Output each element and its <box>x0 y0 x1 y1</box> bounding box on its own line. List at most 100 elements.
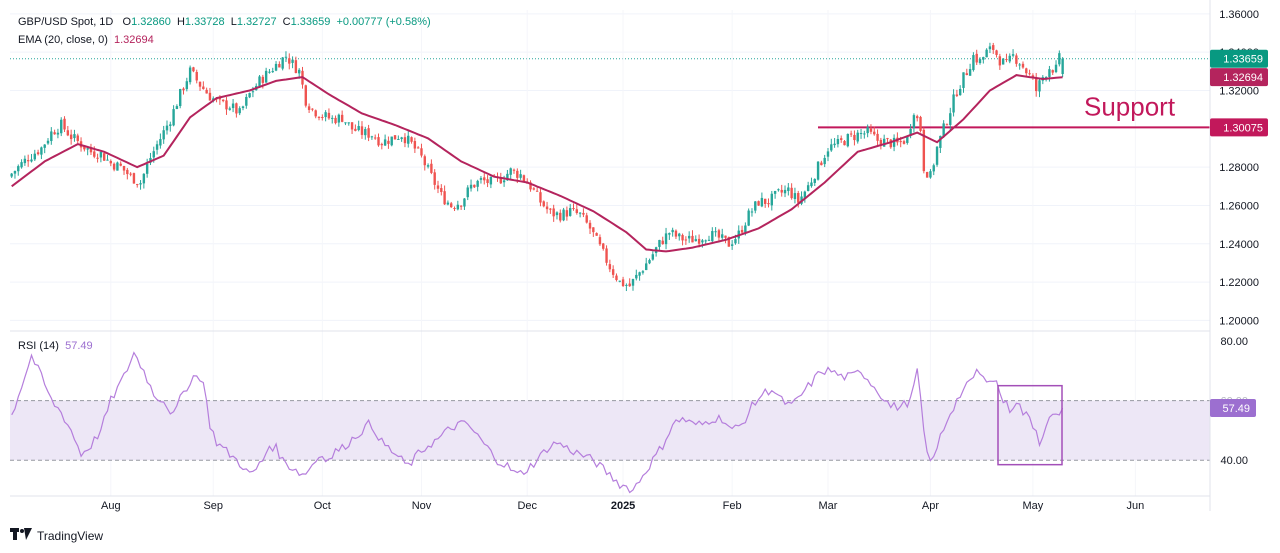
candle-body <box>853 134 856 141</box>
candle-body <box>949 113 952 125</box>
candle-body <box>274 63 278 71</box>
candle-body <box>611 269 615 275</box>
candle-body <box>433 172 436 185</box>
candle-body <box>555 212 559 216</box>
time-tick-label: Mar <box>819 500 838 512</box>
candle-body <box>806 185 810 192</box>
candle-body <box>26 160 30 162</box>
candle-body <box>565 210 569 217</box>
candle-body <box>145 163 149 174</box>
candle-body <box>568 208 572 216</box>
candle-body <box>354 128 357 131</box>
candle-body <box>159 139 162 146</box>
candle-body <box>1021 63 1025 68</box>
candle-body <box>364 129 367 136</box>
candle-body <box>430 163 433 173</box>
candle-body <box>750 211 754 213</box>
candle-body <box>476 180 479 187</box>
candle-body <box>902 141 906 144</box>
time-tick-label: Aug <box>101 500 121 512</box>
time-tick-label: Jun <box>1126 500 1144 512</box>
price-tick-label: 1.22000 <box>1219 277 1259 289</box>
candle-body <box>60 119 63 134</box>
candle-body <box>400 137 403 140</box>
candle-body <box>251 91 255 93</box>
candle-body <box>202 86 205 90</box>
symbol-label: GBP/USD Spot, 1D <box>18 16 114 28</box>
candle-body <box>724 235 727 238</box>
candle-body <box>132 173 136 184</box>
candle-body <box>469 184 473 189</box>
candle-body <box>641 271 645 273</box>
candle-body <box>1035 77 1038 92</box>
candle-body <box>532 188 536 190</box>
ema-label: EMA (20, close, 0) <box>18 34 108 46</box>
candle-body <box>281 57 284 69</box>
candle-body <box>416 147 420 149</box>
candle-body <box>773 190 777 194</box>
rsi-label: RSI (14) <box>18 340 59 352</box>
support-price-tag: 1.30075 <box>1223 122 1263 134</box>
candle-body <box>1008 55 1011 62</box>
candle-body <box>291 59 294 63</box>
candle-series <box>10 42 1064 292</box>
candle-body <box>661 240 664 245</box>
time-tick-label: Oct <box>314 500 331 512</box>
candle-body <box>489 176 493 185</box>
candle-body <box>840 138 843 140</box>
candle-body <box>69 134 73 140</box>
high-label: H <box>176 16 185 28</box>
candle-body <box>486 179 489 184</box>
candle-body <box>516 170 519 178</box>
support-annotation: Support <box>1084 91 1176 121</box>
candle-body <box>208 92 212 101</box>
candle-body <box>727 237 731 247</box>
candle-body <box>360 126 364 135</box>
candle-body <box>968 69 972 76</box>
candle-body <box>889 139 892 148</box>
candle-body <box>846 134 850 147</box>
candle-body <box>628 283 631 287</box>
candle-body <box>126 169 129 175</box>
candle-body <box>711 231 714 242</box>
candle-body <box>658 239 661 247</box>
candle-body <box>621 279 625 286</box>
candle-body <box>869 128 873 132</box>
candle-body <box>314 110 317 117</box>
candle-body <box>668 233 671 235</box>
price-tick-label: 1.28000 <box>1219 162 1259 174</box>
ema-line <box>11 74 1063 253</box>
candle-body <box>559 212 562 221</box>
candle-body <box>608 264 612 270</box>
candle-body <box>635 274 638 279</box>
candle-body <box>1011 54 1015 56</box>
candle-body <box>830 144 833 151</box>
candle-body <box>228 108 231 110</box>
candle-body <box>1018 64 1021 66</box>
candle-body <box>740 229 744 233</box>
candle-body <box>916 116 919 119</box>
candle-body <box>810 182 813 187</box>
candle-body <box>645 263 648 271</box>
candle-body <box>687 235 691 239</box>
candle-body <box>965 73 968 75</box>
candle-body <box>304 85 307 106</box>
candle-body <box>324 112 327 118</box>
candle-body <box>327 112 331 119</box>
candle-body <box>539 192 542 203</box>
candle-body <box>284 56 288 58</box>
candle-body <box>833 143 836 146</box>
candle-body <box>866 127 869 134</box>
rsi-tick-label: 40.00 <box>1220 455 1248 467</box>
candle-body <box>512 169 516 171</box>
tradingview-brand[interactable]: TradingView <box>10 528 103 543</box>
candle-body <box>112 163 116 170</box>
price-tick-label: 1.36000 <box>1219 9 1259 21</box>
candle-body <box>767 203 770 205</box>
candle-body <box>1051 70 1054 73</box>
ema-value: 1.32694 <box>114 34 154 46</box>
candle-body <box>836 138 840 145</box>
candle-body <box>76 135 79 141</box>
candle-body <box>13 170 17 174</box>
